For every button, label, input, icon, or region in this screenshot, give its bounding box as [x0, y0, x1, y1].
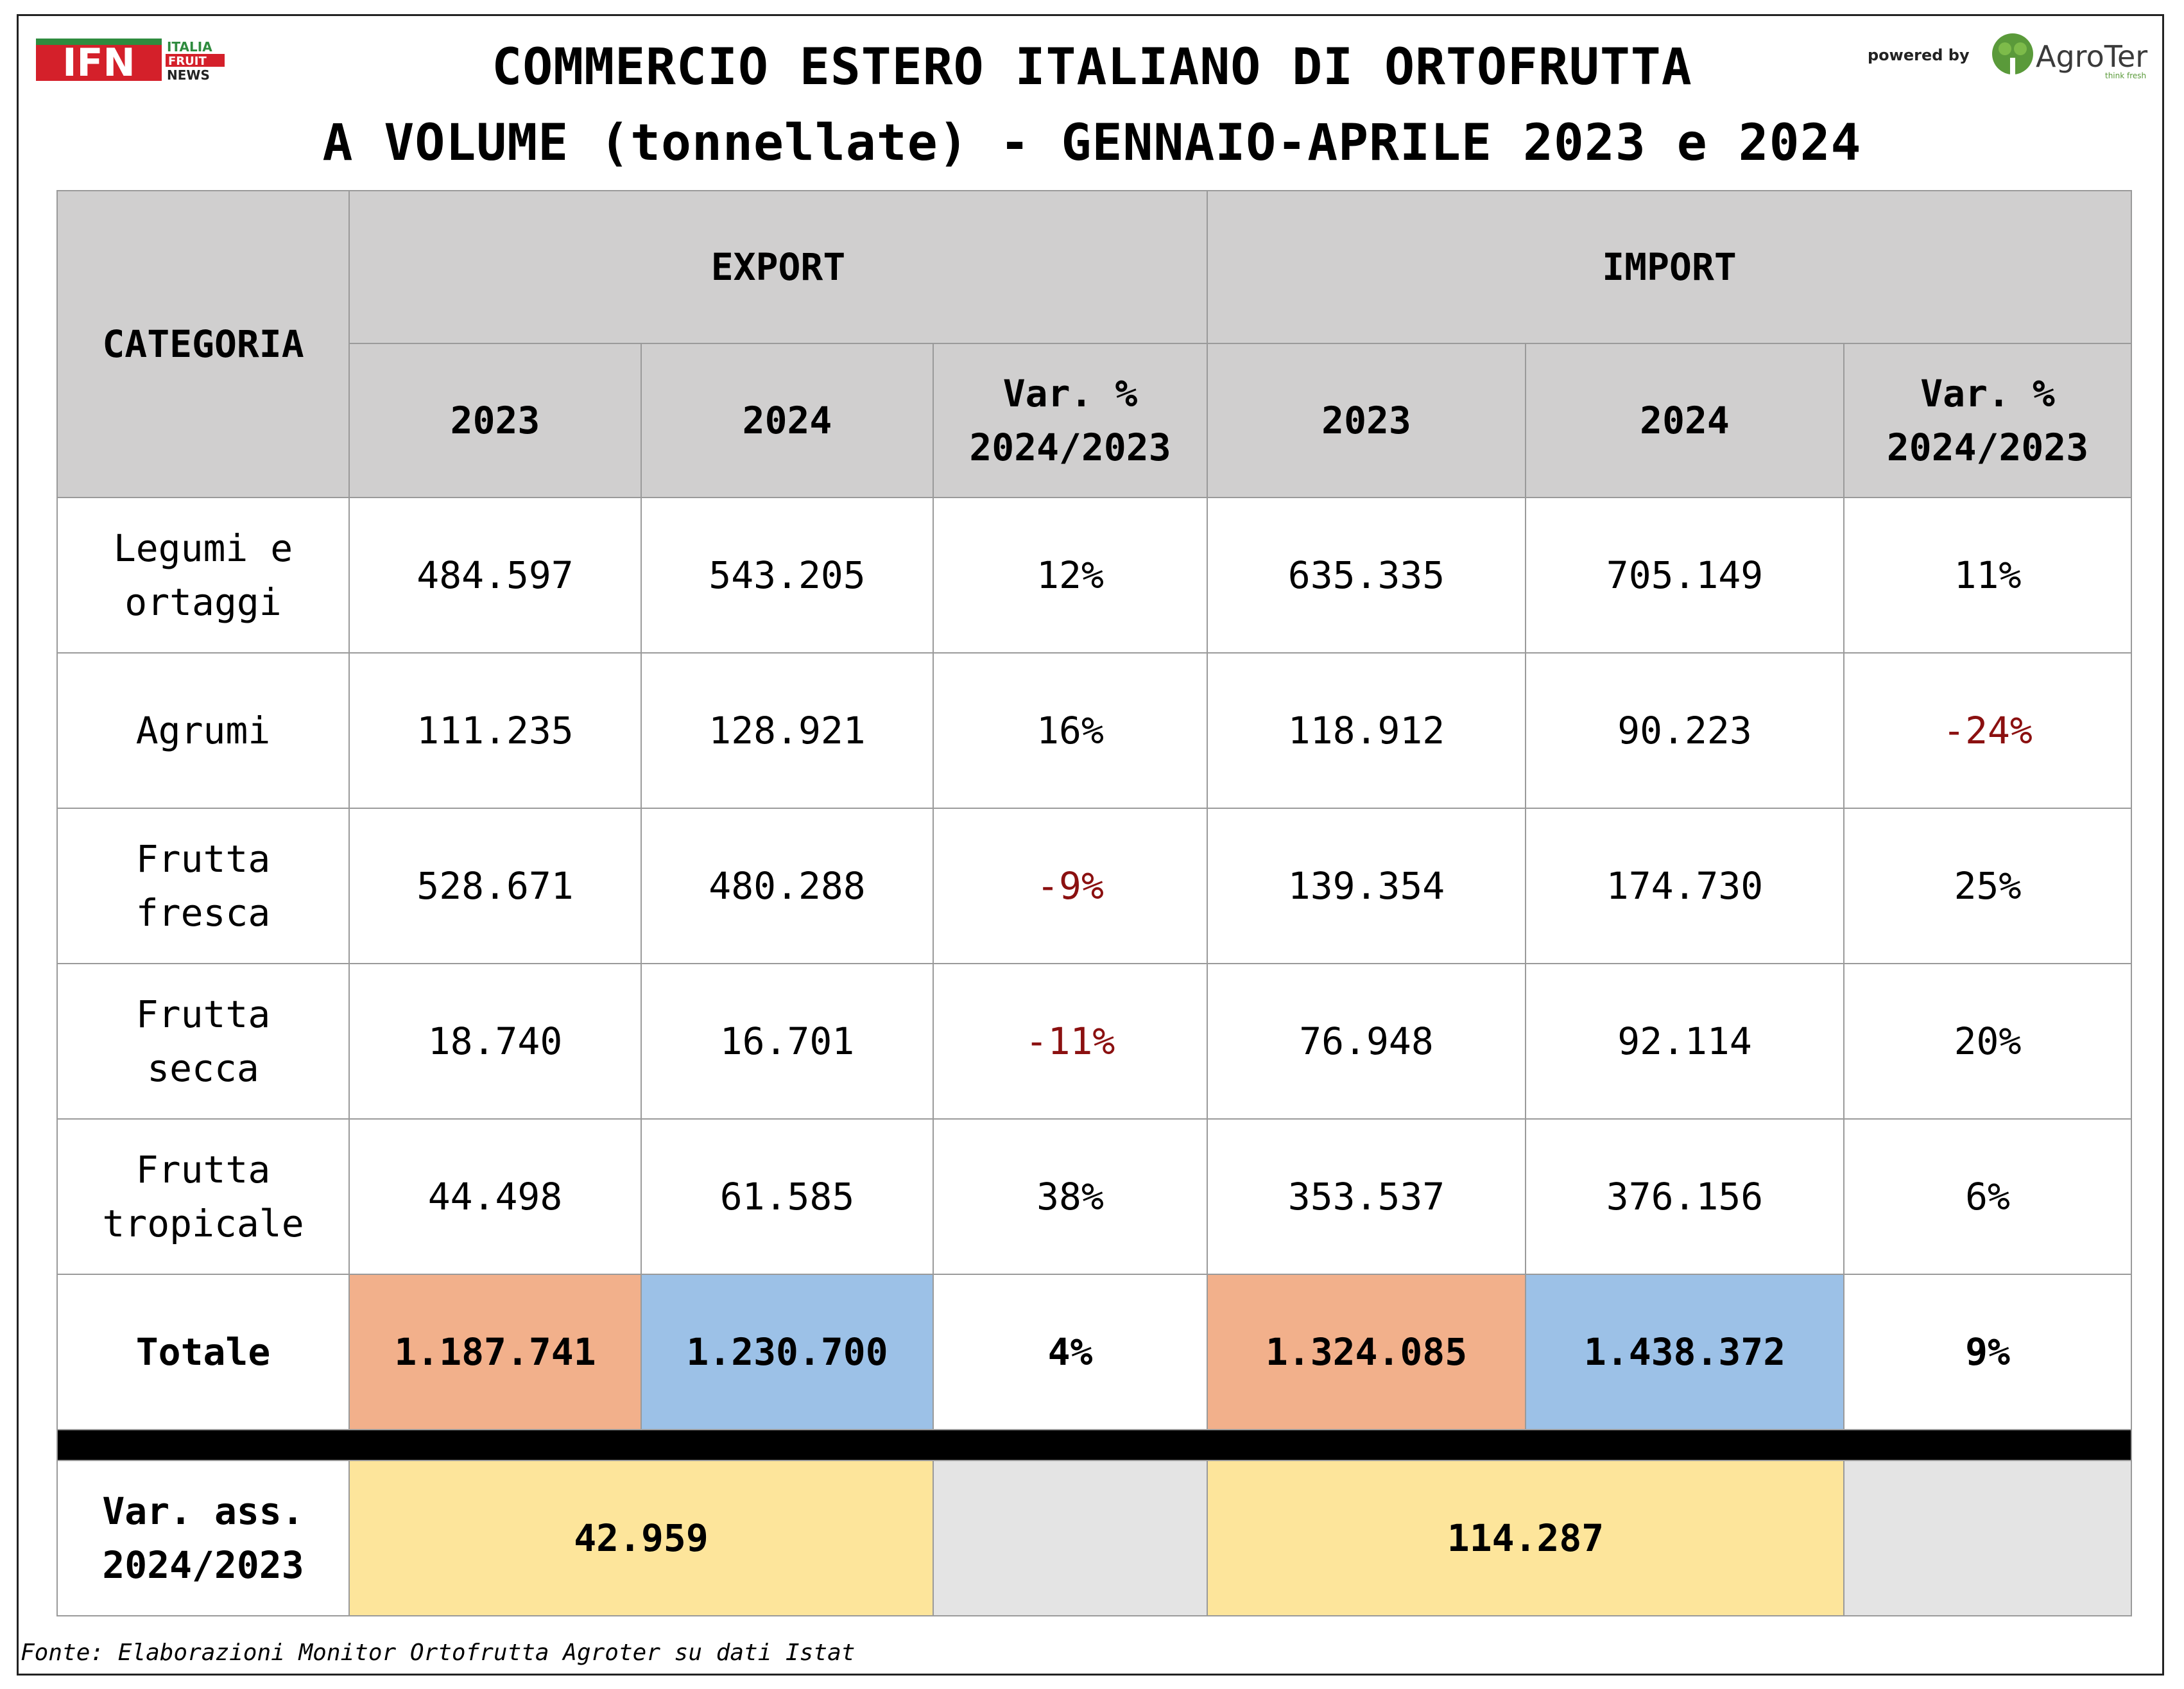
header-export: EXPORT [348, 190, 1208, 344]
cell-export-2023: 484.597 [348, 497, 642, 654]
cell-import-2023: 353.537 [1207, 1118, 1527, 1275]
var-ass-label-l1: Var. ass. [102, 1489, 304, 1533]
ifn-logo-fruit-bg [166, 54, 225, 67]
cell-export-2023: 44.498 [348, 1118, 642, 1275]
cell-import-2024: 705.149 [1525, 497, 1845, 654]
header-import: IMPORT [1207, 190, 2133, 344]
var-ass-import: 114.287 [1207, 1460, 1845, 1616]
cell-import-var: 25% [1843, 808, 2133, 964]
cell-export-2024: 480.288 [641, 808, 934, 964]
row-category-l1: Frutta [135, 1148, 271, 1191]
cell-import-2024: 92.114 [1525, 963, 1845, 1120]
var-ass-export: 42.959 [348, 1460, 934, 1616]
header-import-var: Var. % 2024/2023 [1843, 343, 2133, 498]
row-category: Agrumi [56, 652, 350, 809]
agroter-logo: powered by AgroTer think fresh [1868, 33, 2147, 80]
cell-export-2023: 111.235 [348, 652, 642, 809]
row-category-l2: secca [147, 1046, 259, 1090]
cell-export-2024: 16.701 [641, 963, 934, 1120]
cell-export-2023: 528.671 [348, 808, 642, 964]
table-row: Legumi e ortaggi 484.597 543.205 12% 635.… [56, 497, 2133, 654]
ifn-logo-line3: NEWS [167, 67, 210, 83]
title-line2: A VOLUME (tonnellate) - GENNAIO-APRILE 2… [322, 114, 1862, 172]
header-export-var: Var. % 2024/2023 [932, 343, 1208, 498]
row-category-l2: fresca [135, 891, 271, 935]
agroter-brand: AgroTer [2036, 39, 2147, 74]
ifn-logo-main: IFN [62, 40, 135, 83]
row-category: Frutta fresca [56, 808, 350, 964]
ifn-logo-stripe [36, 39, 162, 45]
header-export-2024: 2024 [641, 343, 934, 498]
header-import-2023: 2023 [1207, 343, 1527, 498]
page-frame [17, 14, 2164, 1676]
header-categoria: CATEGORIA [56, 190, 350, 498]
source-note: Fonte: Elaborazioni Monitor Ortofrutta A… [21, 1640, 856, 1666]
cell-export-2024: 543.205 [641, 497, 934, 654]
total-export-2024: 1.230.700 [641, 1274, 934, 1430]
cell-export-var: 12% [932, 497, 1208, 654]
separator-cell [56, 1429, 2133, 1461]
total-import-2024: 1.438.372 [1525, 1274, 1845, 1430]
total-import-var: 9% [1843, 1274, 2133, 1430]
cell-export-var: -9% [932, 808, 1208, 964]
row-category: Frutta tropicale [56, 1118, 350, 1275]
cell-import-2024: 90.223 [1525, 652, 1845, 809]
cell-import-2023: 139.354 [1207, 808, 1527, 964]
trade-table: CATEGORIA EXPORT IMPORT 2023 2024 Var. %… [56, 190, 2133, 1616]
ifn-logo: IFN ITALIA FRUIT NEWS [36, 39, 225, 83]
row-category-l1: Frutta [135, 837, 271, 881]
header-export-var-l1: Var. % [1002, 372, 1138, 415]
var-ass-row: Var. ass. 2024/2023 42.959 114.287 [56, 1460, 2133, 1616]
row-category: Legumi e ortaggi [56, 497, 350, 654]
var-ass-import-empty [1843, 1460, 2133, 1616]
total-row: Totale 1.187.741 1.230.700 4% 1.324.085 … [56, 1274, 2133, 1430]
cell-import-var: 6% [1843, 1118, 2133, 1275]
row-category-l1: Frutta [135, 992, 271, 1036]
header-export-var-l2: 2024/2023 [969, 426, 1171, 469]
ifn-logo-bg [36, 39, 162, 81]
var-ass-export-empty [932, 1460, 1208, 1616]
header-import-2024: 2024 [1525, 343, 1845, 498]
cell-export-var: -11% [932, 963, 1208, 1120]
powered-by-text: powered by [1868, 46, 1970, 64]
row-category-l2: tropicale [102, 1202, 304, 1245]
cell-import-2023: 118.912 [1207, 652, 1527, 809]
table-row: Frutta tropicale 44.498 61.585 38% 353.53… [56, 1118, 2133, 1275]
total-export-var: 4% [932, 1274, 1208, 1430]
cell-import-2024: 376.156 [1525, 1118, 1845, 1275]
var-ass-label: Var. ass. 2024/2023 [56, 1460, 350, 1616]
ifn-logo-line1: ITALIA [167, 39, 212, 55]
cell-import-2023: 635.335 [1207, 497, 1527, 654]
cell-export-var: 16% [932, 652, 1208, 809]
row-category-l2: ortaggi [125, 580, 282, 624]
header-import-var-l2: 2024/2023 [1886, 426, 2089, 469]
table-row: Frutta secca 18.740 16.701 -11% 76.948 92… [56, 963, 2133, 1120]
ifn-logo-line2: FRUIT [168, 55, 207, 68]
cell-export-var: 38% [932, 1118, 1208, 1275]
cell-import-var: 11% [1843, 497, 2133, 654]
total-export-2023: 1.187.741 [348, 1274, 642, 1430]
table-row: Agrumi 111.235 128.921 16% 118.912 90.22… [56, 652, 2133, 809]
cell-export-2024: 128.921 [641, 652, 934, 809]
header-import-var-l1: Var. % [1920, 372, 2055, 415]
agroter-tagline: think fresh [2105, 71, 2146, 80]
title-line1: COMMERCIO ESTERO ITALIANO DI ORTOFRUTTA [492, 39, 1692, 96]
cell-import-var: 20% [1843, 963, 2133, 1120]
row-category-l1: Legumi e [113, 526, 293, 570]
total-import-2023: 1.324.085 [1207, 1274, 1527, 1430]
agroter-tree-icon [1992, 33, 2033, 74]
var-ass-label-l2: 2024/2023 [102, 1543, 304, 1587]
cell-import-var: -24% [1843, 652, 2133, 809]
row-category: Frutta secca [56, 963, 350, 1120]
cell-export-2023: 18.740 [348, 963, 642, 1120]
table-row: Frutta fresca 528.671 480.288 -9% 139.354… [56, 808, 2133, 964]
cell-import-2023: 76.948 [1207, 963, 1527, 1120]
header-row-sub: 2023 2024 Var. % 2024/2023 2023 2024 Var.… [57, 343, 2133, 498]
cell-import-2024: 174.730 [1525, 808, 1845, 964]
header-row-top: CATEGORIA EXPORT IMPORT [56, 190, 2133, 498]
separator-bar [56, 1429, 2133, 1461]
total-label: Totale [56, 1274, 350, 1430]
cell-export-2024: 61.585 [641, 1118, 934, 1275]
header-export-2023: 2023 [348, 343, 642, 498]
